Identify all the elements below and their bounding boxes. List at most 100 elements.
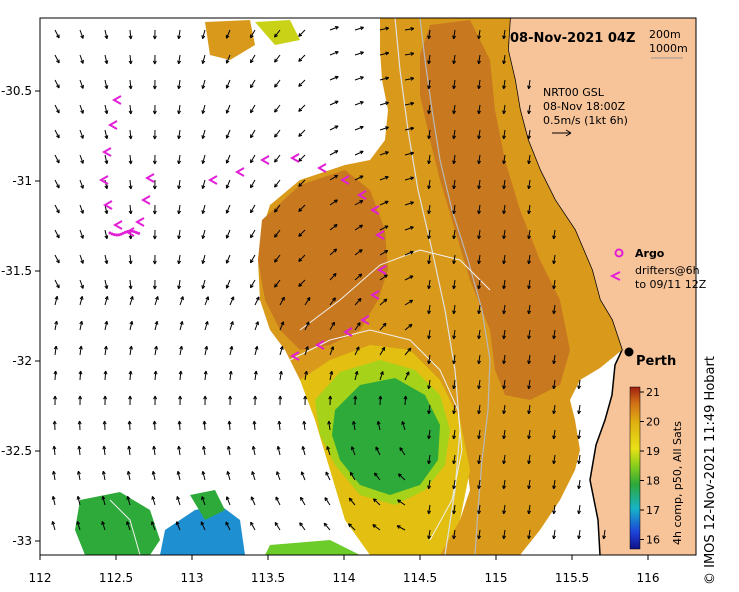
current-vector-head — [249, 159, 254, 164]
current-vector-head — [101, 470, 106, 475]
current-vector-head — [249, 59, 254, 64]
current-vector-head — [274, 283, 278, 288]
current-vector — [128, 446, 131, 456]
drifter-chevron — [376, 265, 387, 275]
drifter-chevron — [107, 120, 118, 130]
current-vector-head — [80, 184, 84, 189]
current-vector-head — [527, 160, 532, 165]
current-vector — [54, 179, 60, 189]
current-vector — [54, 229, 60, 239]
current-vector-head — [177, 285, 182, 290]
current-vector-head — [527, 335, 532, 340]
current-vector — [179, 370, 182, 381]
current-vector-head — [129, 296, 134, 300]
current-vector — [528, 179, 531, 189]
current-vector — [274, 104, 281, 113]
current-vector — [226, 54, 231, 64]
drifter-chevron — [356, 190, 367, 200]
current-vector-head — [577, 410, 582, 415]
contour-ssh-b — [299, 249, 491, 331]
sst-cold-core — [332, 378, 440, 495]
current-vector — [478, 329, 481, 339]
current-vector — [404, 226, 414, 231]
current-vector-head — [527, 535, 532, 540]
current-vector-head — [333, 199, 338, 204]
current-vector — [179, 321, 183, 331]
current-vector — [204, 321, 209, 331]
current-vector-head — [427, 60, 432, 65]
current-vector — [226, 229, 231, 239]
current-vector-head — [201, 496, 205, 501]
current-vector-head — [78, 370, 83, 375]
current-vector — [203, 420, 206, 431]
current-vector — [404, 251, 414, 256]
current-vector — [54, 279, 60, 289]
current-vector — [428, 154, 431, 164]
current-vector-head — [298, 107, 303, 112]
current-vector-head — [410, 51, 415, 56]
current-vector-head — [128, 85, 133, 90]
current-vector — [428, 29, 431, 39]
current-vector-head — [152, 260, 157, 265]
current-vector-head — [54, 320, 59, 325]
current-vector-head — [359, 175, 364, 180]
current-vector — [274, 79, 281, 88]
current-vector — [354, 51, 364, 56]
current-vector-head — [274, 133, 278, 138]
current-vector-head — [76, 495, 81, 500]
sst-south-patch-c — [190, 490, 225, 520]
current-vector — [553, 504, 556, 514]
current-vector — [428, 104, 431, 114]
current-vector-head — [332, 272, 337, 277]
current-vector — [372, 524, 381, 531]
current-vector — [104, 79, 108, 89]
current-vector — [503, 154, 506, 164]
current-vector-head — [527, 285, 532, 290]
current-vector-head — [502, 410, 507, 415]
current-vector-head — [427, 335, 432, 340]
current-vector-head — [152, 210, 157, 215]
current-vector — [179, 346, 183, 356]
current-vector — [178, 79, 181, 89]
current-vector — [79, 129, 84, 139]
current-vector — [250, 204, 256, 214]
current-vector-head — [602, 535, 607, 540]
current-vector-head — [410, 76, 415, 81]
current-vector-head — [203, 370, 208, 375]
current-vector-head — [177, 420, 182, 425]
current-vector-head — [249, 84, 254, 89]
current-vector — [379, 52, 389, 56]
current-vector-head — [527, 410, 532, 415]
current-vector — [478, 154, 481, 164]
current-vector — [274, 229, 281, 238]
current-vector — [226, 279, 231, 289]
current-vector-head — [384, 225, 389, 230]
current-vector — [404, 395, 407, 406]
current-vector-head — [452, 210, 457, 215]
current-vector-head — [552, 260, 557, 265]
current-vector-head — [51, 495, 56, 500]
current-vector-head — [333, 248, 338, 253]
x-axis: 112 112.5 113 113.5 114 114.5 115 115.5 116 — [29, 555, 659, 585]
current-vector — [178, 204, 181, 214]
current-vector — [229, 321, 234, 331]
current-vector — [298, 29, 306, 37]
current-vector-head — [249, 259, 254, 264]
current-vector-head — [155, 296, 159, 300]
current-vector-head — [527, 460, 532, 465]
current-vector-head — [305, 321, 310, 326]
current-vector — [553, 429, 556, 439]
current-vector — [129, 254, 132, 265]
current-vector-head — [225, 496, 230, 501]
current-vector-head — [452, 310, 457, 315]
current-vector — [478, 279, 481, 289]
current-vector — [225, 521, 231, 531]
current-vector-head — [298, 57, 303, 62]
current-vector-head — [477, 410, 482, 415]
x-tick-label: 113.5 — [251, 571, 285, 585]
current-vector-head — [359, 200, 364, 204]
current-vector-head — [527, 510, 532, 515]
current-vector — [354, 224, 363, 231]
current-vector-head — [334, 100, 339, 105]
current-vector-head — [52, 470, 56, 475]
